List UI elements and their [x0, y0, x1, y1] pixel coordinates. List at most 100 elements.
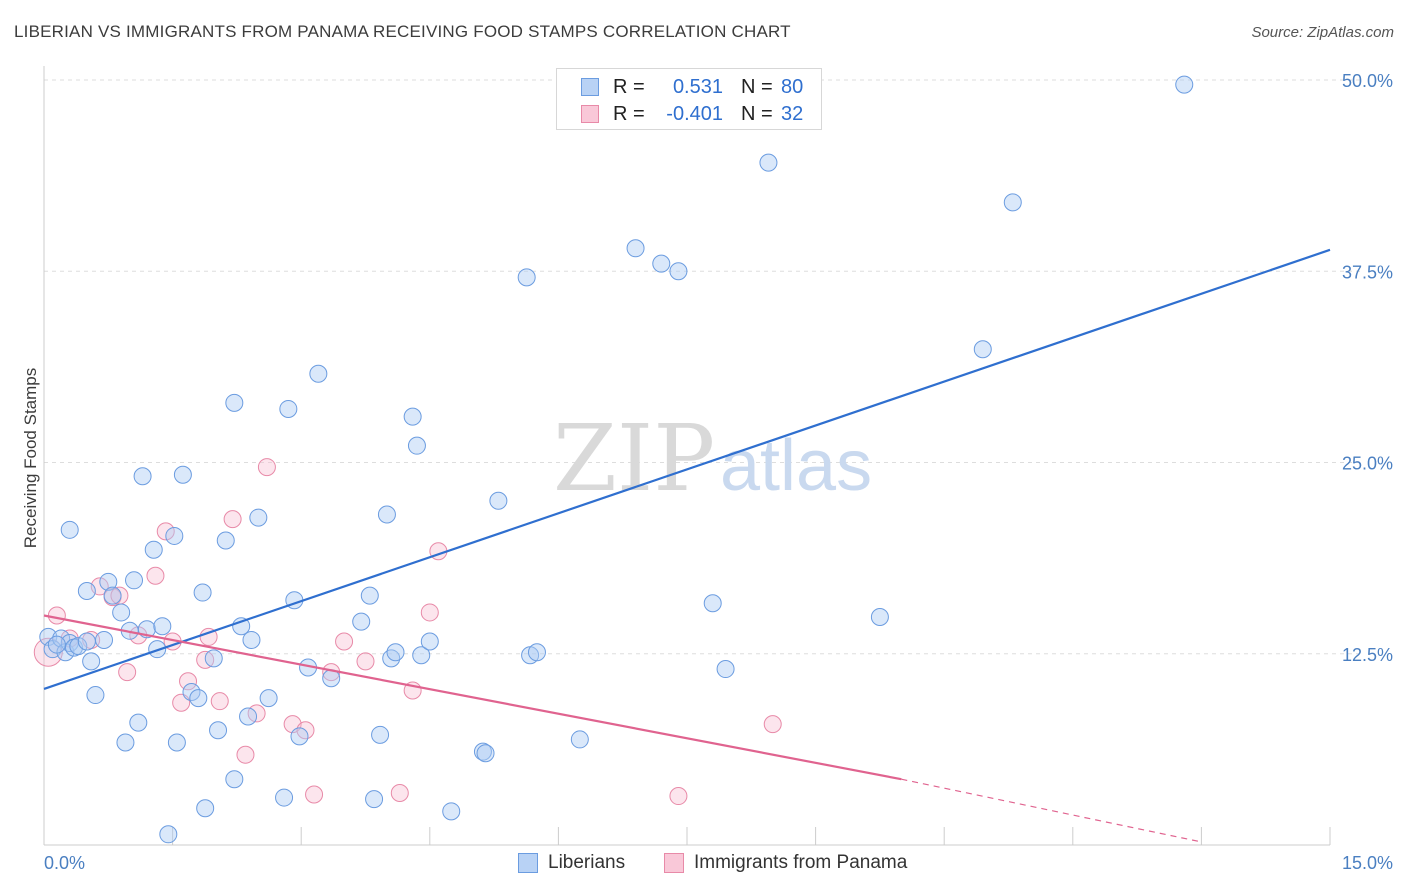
point-panama [223, 510, 242, 529]
point-liberian [47, 635, 66, 654]
point-liberian [759, 153, 778, 172]
point-liberian [239, 707, 258, 726]
point-liberian [476, 744, 495, 763]
point-liberian [527, 643, 546, 662]
point-liberian [1175, 75, 1194, 94]
y-tick-label: 37.5% [1342, 262, 1393, 282]
point-liberian [153, 617, 172, 636]
point-liberian [365, 790, 384, 809]
point-liberian [377, 505, 396, 524]
point-liberian [275, 788, 294, 807]
watermark-zip: ZIP [553, 405, 715, 512]
legend-swatch-pink [581, 105, 599, 123]
point-liberian [279, 399, 298, 418]
watermark: ZIP atlas [553, 405, 872, 512]
point-panama [179, 672, 198, 691]
y-tick-label: 50.0% [1342, 71, 1393, 91]
y-tick-label: 12.5% [1342, 645, 1393, 665]
point-panama [420, 603, 439, 622]
point-liberian [420, 632, 439, 651]
point-liberian [412, 646, 431, 665]
legend-item-liberians[interactable]: Liberians [518, 852, 625, 874]
point-liberian [1003, 193, 1022, 212]
point-liberian [489, 491, 508, 510]
point-liberian [973, 340, 992, 359]
point-liberian [116, 733, 135, 752]
n-value: 80 [781, 75, 804, 98]
point-liberian [95, 630, 114, 649]
grid-lines [44, 79, 1360, 655]
r-label: R = [613, 75, 645, 98]
point-liberian [77, 632, 96, 651]
point-panama [257, 458, 276, 477]
n-label: N = [741, 102, 773, 125]
point-liberian [133, 467, 152, 486]
tick-labels: 12.5% 25.0% 37.5% 50.0% 0.0% 15.0% [44, 71, 1393, 873]
trend-line-panama-extension [901, 778, 1202, 843]
r-label: R = [613, 102, 645, 125]
point-liberian [309, 364, 328, 383]
point-liberian [193, 583, 212, 602]
series-legend: Liberians Immigrants from Panama [0, 852, 1406, 876]
legend-swatch-blue [581, 78, 599, 96]
x-tick-label: 0.0% [44, 853, 85, 873]
point-liberian [189, 689, 208, 708]
point-liberian [517, 268, 536, 287]
point-liberian [570, 730, 589, 749]
legend-item-panama[interactable]: Immigrants from Panama [664, 852, 907, 874]
point-panama [47, 606, 66, 625]
point-liberian [386, 643, 405, 662]
r-value: -0.401 [666, 102, 723, 125]
legend-label: Immigrants from Panama [694, 852, 908, 873]
point-liberian [216, 531, 235, 550]
point-liberian [165, 526, 184, 545]
point-liberian [159, 825, 178, 844]
point-liberian [167, 733, 186, 752]
point-panama [210, 692, 229, 711]
point-panama [199, 627, 218, 646]
trend-lines [43, 248, 1331, 843]
point-liberian [626, 239, 645, 258]
source-label: Source: ZipAtlas.com [1251, 24, 1394, 41]
point-liberian [86, 686, 105, 705]
point-liberian [196, 799, 215, 818]
point-panama [335, 632, 354, 651]
point-panama [156, 522, 175, 541]
point-liberian [703, 594, 722, 613]
point-liberian [669, 262, 688, 281]
point-liberian [129, 713, 148, 732]
point-liberian [103, 586, 122, 605]
point-panama [390, 783, 409, 802]
point-liberian [290, 727, 309, 746]
y-tick-label: 25.0% [1342, 454, 1393, 474]
point-liberian [225, 393, 244, 412]
point-liberian [182, 683, 201, 701]
point-panama [669, 787, 688, 806]
point-liberian [69, 637, 88, 656]
point-liberian [173, 465, 192, 484]
chart-title: LIBERIAN VS IMMIGRANTS FROM PANAMA RECEI… [14, 22, 791, 41]
point-liberian [352, 612, 371, 631]
trend-line-panama [43, 614, 902, 781]
n-value: 32 [781, 102, 804, 125]
point-panama [236, 745, 255, 764]
point-liberian [242, 630, 261, 649]
legend-row-liberians: R = 0.531 N = 80 [581, 75, 803, 99]
point-liberian [225, 770, 244, 789]
correlation-legend: R = 0.531 N = 80 R = -0.401 N = 32 [556, 68, 822, 130]
legend-row-panama: R = -0.401 N = 32 [581, 102, 803, 126]
point-liberian [77, 582, 96, 601]
point-liberian [870, 608, 889, 627]
point-liberian [371, 725, 390, 744]
trend-line-liberians [43, 248, 1331, 690]
point-liberian [259, 689, 278, 708]
x-tick-label: 15.0% [1342, 853, 1393, 873]
point-panama [146, 566, 165, 585]
point-panama [305, 785, 324, 804]
point-panama [763, 715, 782, 734]
point-panama [118, 663, 137, 682]
point-liberian [403, 407, 422, 426]
legend-swatch-blue [518, 853, 538, 873]
n-label: N = [741, 75, 773, 98]
